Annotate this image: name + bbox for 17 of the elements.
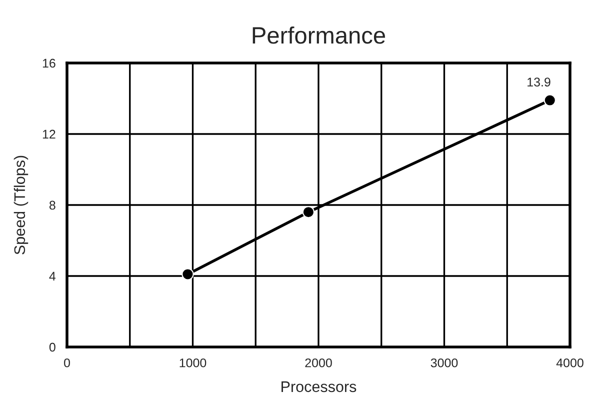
- y-tick-label: 16: [42, 58, 56, 68]
- y-tick-label: 4: [49, 272, 56, 281]
- chart-title: Performance: [252, 26, 386, 44]
- x-tick-label: 0: [64, 358, 70, 368]
- point: [182, 268, 194, 280]
- x-tick-label: 3000: [430, 358, 458, 368]
- x-tick-label: 2000: [305, 358, 332, 368]
- y-tick-label: 12: [42, 130, 56, 139]
- y-tick-label: 0: [49, 342, 56, 352]
- data-label: 13.9: [528, 78, 550, 87]
- point: [544, 94, 556, 106]
- y-axis-title: Speed (Tflops): [14, 156, 28, 254]
- x-tick-label: 1000: [180, 358, 206, 368]
- y-tick-label: 8: [49, 200, 56, 210]
- x-axis-title: Processors: [282, 381, 356, 392]
- x-tick-label: 4000: [556, 358, 584, 368]
- point: [302, 206, 315, 218]
